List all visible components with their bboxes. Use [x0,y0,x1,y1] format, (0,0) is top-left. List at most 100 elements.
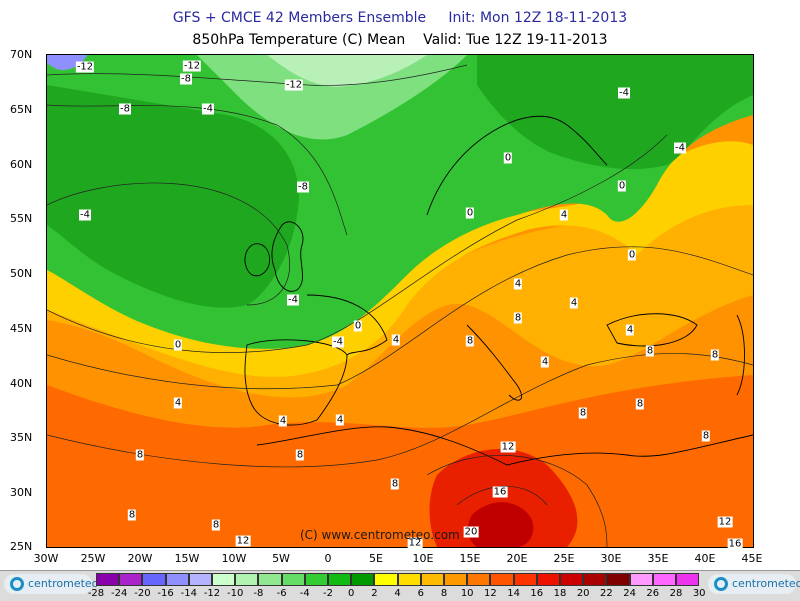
contour-label: -12 [182,60,202,72]
colorbar-cell [444,573,468,586]
contour-label: -8 [297,181,309,193]
colorbar-cell [652,573,676,586]
colorbar-cell [583,573,607,586]
blue-patch [47,55,87,70]
centrometeo-logo-right: centrometeo [708,574,800,594]
contour-label: 4 [569,297,579,309]
contour-label: 8 [513,312,523,324]
contour-label: 16 [492,486,508,498]
contour-label: 4 [540,356,550,368]
contour-label: -8 [180,73,192,85]
lon-label-10e: 10E [412,552,434,565]
colorbar-cell [374,573,398,586]
colorbar-cell [629,573,653,586]
colorbar-cell [235,573,259,586]
colorbar-cell [328,573,352,586]
contour-label: 4 [391,334,401,346]
coast-caspian [736,314,745,396]
isotherm-minus8 [47,104,348,236]
lat-label-45n: 45N [10,322,33,335]
colorbar-cell [351,573,375,586]
lon-label-10w: 10W [221,552,247,565]
colorbar-tick-label: 0 [348,588,355,599]
logo-text: centrometeo [732,577,800,590]
contour-label: 4 [513,278,523,290]
colorbar-cell [536,573,560,586]
contour-label: 8 [390,478,400,490]
colorbar-cell [304,573,328,586]
coastlines [244,115,753,466]
lat-label-40n: 40N [10,377,33,390]
colorbar-cell [96,573,120,586]
contour-label: 12 [407,537,423,549]
contour-label: 4 [559,209,569,221]
lon-label-25w: 25W [80,552,106,565]
contour-label: 8 [578,407,588,419]
colorbar-cell [490,573,514,586]
colorbar-tick-label: 4 [394,588,401,599]
lat-label-30n: 30N [10,486,33,499]
lon-label-5e: 5E [369,552,383,565]
contour-label: -12 [75,61,95,73]
red-orange-band [47,375,753,547]
colorbar-tick-label: -10 [227,588,244,599]
temperature-map [46,54,754,548]
lon-label-20w: 20W [127,552,153,565]
lon-label-30w: 30W [33,552,59,565]
contour-label: 0 [353,320,363,332]
contour-label: 12 [235,535,251,547]
lon-label-40e: 40E [694,552,716,565]
centrometeo-ring-icon [714,577,728,591]
contour-label: 8 [295,449,305,461]
colorbar-cell [606,573,630,586]
contour-label: 0 [503,152,513,164]
contour-label: 4 [335,414,345,426]
coast-france [306,294,388,356]
colorbar-tick-label: 8 [440,588,448,599]
lon-label-20e: 20E [506,552,528,565]
contour-label: 16 [727,538,743,550]
colorbar-tick-label: -14 [180,588,197,599]
contour-label: 0 [465,207,475,219]
deep-red-core [467,502,534,547]
colorbar-tick-label: 10 [460,588,474,599]
contour-label: 8 [710,349,720,361]
colorbar-tick-label: 22 [600,588,613,599]
contour-label: 0 [173,339,183,351]
colorbar-cell [258,573,282,586]
lat-label-50n: 50N [10,267,33,280]
colorbar-tick-label: -4 [299,588,310,599]
contour-label: -4 [674,142,686,154]
deep-green-core [47,85,299,308]
lon-label-30e: 30E [600,552,622,565]
coast-north-africa [256,426,753,466]
contour-label: -8 [119,103,131,115]
centrometeo-logo-left: centrometeo [4,574,98,594]
contour-label: 8 [635,398,645,410]
contour-label: 12 [500,441,516,453]
lat-label-25n: 25N [10,540,33,553]
isotherm-8 [47,353,753,468]
contour-label: -4 [618,87,630,99]
colorbar-cell [212,573,236,586]
chart-title-line1: GFS + CMCE 42 Members Ensemble Init: Mon… [172,10,628,26]
colorbar-tick-label: -8 [253,588,264,599]
colorbar-tick-label: 28 [669,588,683,599]
colorbar-tick-label: 24 [623,588,636,599]
colorbar-tick-label: 26 [646,588,660,599]
contour-label: 4 [278,415,288,427]
colorbar-tick-label: -12 [203,588,221,599]
deep-green-scandinavia [477,55,753,170]
colorbar-cell [165,573,189,586]
lon-label-25e: 25E [553,552,575,565]
contour-label: 8 [645,345,655,357]
coast-uk [271,221,304,292]
chart-title-line2: 850hPa Temperature (C) Mean Valid: Tue 1… [192,32,608,48]
contour-label: 0 [627,249,637,261]
colorbar-tick-label: -28 [87,588,105,599]
lon-label-0: 0 [324,552,332,565]
contour-label: 8 [135,449,145,461]
colorbar-tick-label: 16 [530,588,544,599]
isotherm-4 [47,246,753,390]
colorbar-cell [397,573,421,586]
